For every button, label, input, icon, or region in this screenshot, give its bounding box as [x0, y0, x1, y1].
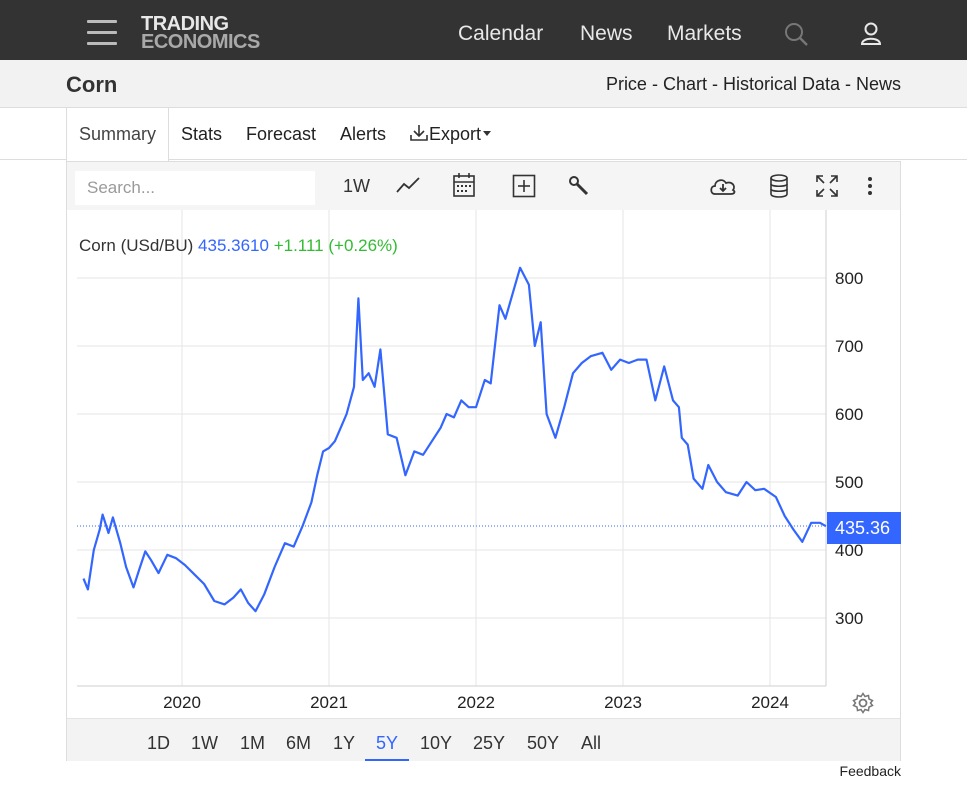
tab-bar: Summary Stats Forecast Alerts Export	[0, 108, 967, 161]
active-range-indicator	[365, 759, 409, 761]
title-bar: Corn Price - Chart - Historical Data - N…	[0, 60, 967, 108]
breadcrumb[interactable]: Price - Chart - Historical Data - News	[605, 74, 901, 94]
tab-forecast[interactable]: Forecast	[246, 124, 317, 144]
series-line	[82, 266, 827, 613]
price-chart[interactable]: 300 400 500 600 700 800 2020 2021 2022 2023 2024	[67, 210, 900, 718]
tab-export[interactable]: Export	[409, 124, 493, 145]
range-6m[interactable]: 6M	[286, 733, 312, 753]
more-options-icon[interactable]	[867, 174, 873, 203]
tab-export-label: Export	[429, 124, 482, 144]
line-chart-icon[interactable]	[395, 174, 421, 203]
search-input[interactable]	[75, 171, 315, 205]
legend-name: Corn (USd/BU)	[79, 236, 194, 255]
tab-stats[interactable]: Stats	[181, 124, 223, 144]
chart-legend: Corn (USd/BU) 435.3610 +1.111 (+0.26%)	[79, 236, 398, 256]
fullscreen-icon[interactable]	[815, 174, 839, 203]
chart-panel: 1W 300 400 500 600 700 800 2020 2021 2022 2023 202…	[66, 161, 901, 761]
range-5y[interactable]: 5Y	[376, 733, 399, 753]
caret-down-icon	[483, 131, 492, 136]
x-tick-label: 2022	[457, 693, 495, 712]
x-tick-label: 2020	[163, 693, 201, 712]
range-50y[interactable]: 50Y	[527, 733, 560, 753]
y-tick-label: 400	[835, 541, 863, 560]
feedback-link[interactable]: Feedback	[839, 763, 901, 779]
y-tick-label: 800	[835, 269, 863, 288]
page-title: Corn	[66, 72, 118, 97]
wrench-icon[interactable]	[567, 174, 591, 203]
range-25y[interactable]: 25Y	[473, 733, 506, 753]
range-1m[interactable]: 1M	[240, 733, 266, 753]
settings-gear-icon[interactable]	[852, 692, 874, 719]
range-1y[interactable]: 1Y	[333, 733, 356, 753]
calendar-icon[interactable]	[452, 172, 476, 203]
logo[interactable]: TRADING ECONOMICS	[141, 13, 260, 53]
tab-alerts[interactable]: Alerts	[340, 124, 387, 144]
download-icon	[410, 125, 428, 141]
logo-line-1: TRADING	[141, 13, 229, 35]
y-tick-label: 600	[835, 405, 863, 424]
legend-change: +1.111 (+0.26%)	[273, 236, 398, 255]
y-tick-label: 700	[835, 337, 863, 356]
top-navigation-bar: TRADING ECONOMICS Calendar News Markets	[0, 0, 967, 60]
range-selector: 1D 1W 1M 6M 1Y 5Y 10Y 25Y 50Y All	[67, 718, 900, 761]
nav-calendar[interactable]: Calendar	[458, 22, 544, 45]
logo-line-2: ECONOMICS	[141, 31, 260, 53]
range-1d[interactable]: 1D	[147, 733, 171, 753]
search-icon[interactable]	[784, 22, 810, 53]
menu-icon[interactable]	[87, 20, 117, 46]
cloud-download-icon[interactable]	[708, 174, 738, 203]
x-tick-label: 2023	[604, 693, 642, 712]
chart-toolbar: 1W	[67, 162, 900, 210]
legend-price: 435.3610	[198, 236, 269, 255]
nav-markets[interactable]: Markets	[667, 22, 742, 45]
nav-news[interactable]: News	[580, 22, 633, 45]
x-tick-label: 2024	[751, 693, 789, 712]
add-indicator-icon[interactable]	[512, 174, 536, 203]
x-tick-label: 2021	[310, 693, 348, 712]
range-1w[interactable]: 1W	[191, 733, 218, 753]
tab-summary[interactable]: Summary	[66, 108, 170, 161]
last-price-tag: 435.36	[827, 512, 901, 544]
user-icon[interactable]	[860, 22, 882, 51]
interval-select[interactable]: 1W	[343, 176, 370, 196]
y-tick-label: 500	[835, 473, 863, 492]
database-icon[interactable]	[769, 174, 789, 203]
y-tick-label: 300	[835, 609, 863, 628]
range-10y[interactable]: 10Y	[420, 733, 453, 753]
range-all[interactable]: All	[581, 733, 602, 753]
